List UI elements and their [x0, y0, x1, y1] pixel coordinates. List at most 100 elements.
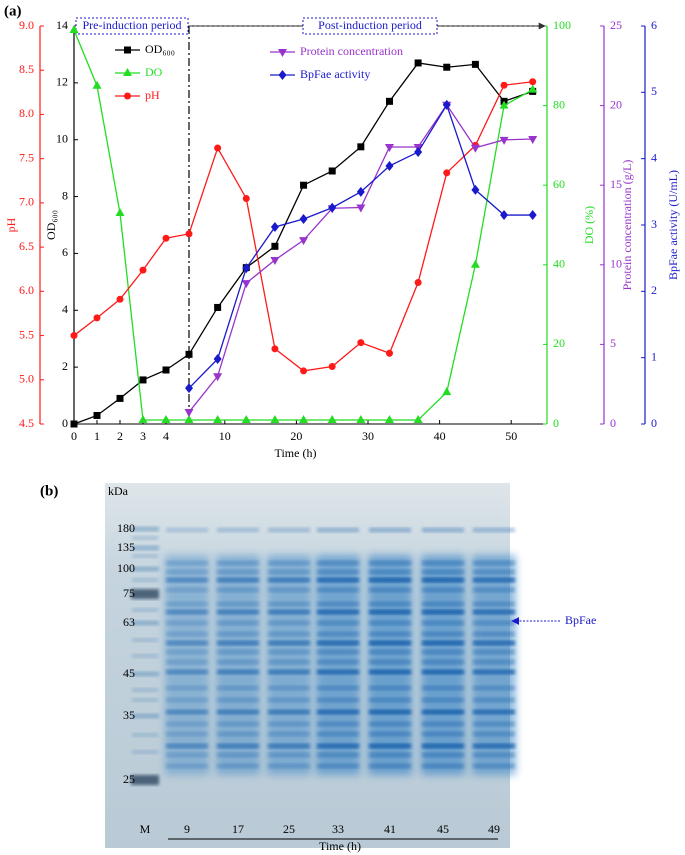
lane-label: 41	[384, 822, 396, 836]
marker	[299, 415, 309, 424]
x-tick-label: 0	[71, 429, 77, 443]
series-line	[188, 103, 533, 413]
y-tick-label: 5	[651, 84, 657, 98]
marker-band	[132, 638, 158, 642]
y-tick-label: 9.0	[19, 18, 34, 32]
band	[166, 685, 208, 691]
legend-label: DO	[145, 65, 163, 79]
marker	[185, 383, 193, 394]
marker	[413, 415, 423, 424]
band	[217, 743, 259, 749]
band	[166, 601, 208, 607]
marker	[93, 314, 101, 322]
marker	[185, 350, 193, 358]
band	[268, 709, 310, 715]
y-tick-label: 2	[651, 283, 657, 297]
marker	[278, 70, 287, 80]
marker	[162, 234, 170, 242]
band	[369, 609, 411, 615]
band	[422, 731, 464, 737]
marker-band	[132, 654, 158, 658]
band	[473, 569, 515, 575]
marker	[116, 295, 124, 303]
band	[473, 640, 515, 646]
band	[166, 569, 208, 575]
x-axis-title: Time (h)	[275, 446, 317, 460]
marker-label: 35	[123, 708, 135, 722]
marker	[500, 81, 508, 89]
marker	[299, 214, 308, 225]
marker	[470, 259, 480, 268]
band	[317, 743, 359, 749]
band	[422, 569, 464, 575]
band	[369, 743, 411, 749]
y-tick-label: 2	[62, 359, 68, 373]
band	[473, 709, 515, 715]
y-tick-label: 14	[56, 18, 68, 32]
marker	[93, 411, 101, 419]
band	[217, 527, 259, 533]
band	[422, 587, 464, 593]
band	[217, 685, 259, 691]
marker-band	[132, 608, 158, 612]
gel-x-title: Time (h)	[319, 839, 361, 853]
marker	[414, 147, 423, 158]
band	[422, 709, 464, 715]
band	[422, 669, 464, 675]
marker-band	[132, 698, 158, 702]
marker	[124, 46, 131, 54]
y-tick-label: 4	[651, 150, 657, 164]
band	[369, 763, 411, 769]
band	[369, 620, 411, 626]
x-tick-label: 2	[117, 429, 123, 443]
marker	[124, 92, 131, 100]
marker	[115, 208, 125, 217]
band	[473, 697, 515, 703]
series-line	[73, 29, 533, 421]
band	[473, 721, 515, 727]
marker	[270, 257, 280, 266]
y-tick-label: 100	[553, 18, 571, 32]
band	[268, 601, 310, 607]
band	[166, 697, 208, 703]
band	[422, 631, 464, 637]
band	[473, 685, 515, 691]
band	[369, 685, 411, 691]
band	[268, 569, 310, 575]
x-tick-label: 20	[290, 429, 302, 443]
band	[317, 721, 359, 727]
marker	[385, 160, 394, 171]
marker	[499, 136, 509, 145]
band	[369, 669, 411, 675]
band	[369, 721, 411, 727]
band	[217, 601, 259, 607]
band	[166, 669, 208, 675]
marker	[500, 210, 509, 221]
marker	[357, 339, 365, 347]
marker	[139, 266, 147, 274]
marker	[414, 278, 422, 286]
marker-band	[131, 566, 159, 572]
y-tick-label: 4.5	[19, 416, 34, 430]
band	[166, 527, 208, 533]
marker-band	[131, 526, 159, 532]
band	[166, 709, 208, 715]
band	[369, 640, 411, 646]
marker	[471, 60, 479, 68]
band	[268, 669, 310, 675]
band	[166, 659, 208, 665]
marker-label: 45	[123, 666, 135, 680]
band	[317, 640, 359, 646]
band	[166, 752, 208, 758]
lane-label: 45	[437, 822, 449, 836]
band	[369, 649, 411, 655]
y-tick-label: 0	[62, 416, 68, 430]
band	[422, 752, 464, 758]
y-tick-label: 6	[651, 18, 657, 32]
marker	[328, 167, 336, 175]
y-tick-label: 25	[610, 18, 622, 32]
band	[217, 763, 259, 769]
marker	[385, 97, 393, 105]
band	[317, 620, 359, 626]
band	[217, 721, 259, 727]
